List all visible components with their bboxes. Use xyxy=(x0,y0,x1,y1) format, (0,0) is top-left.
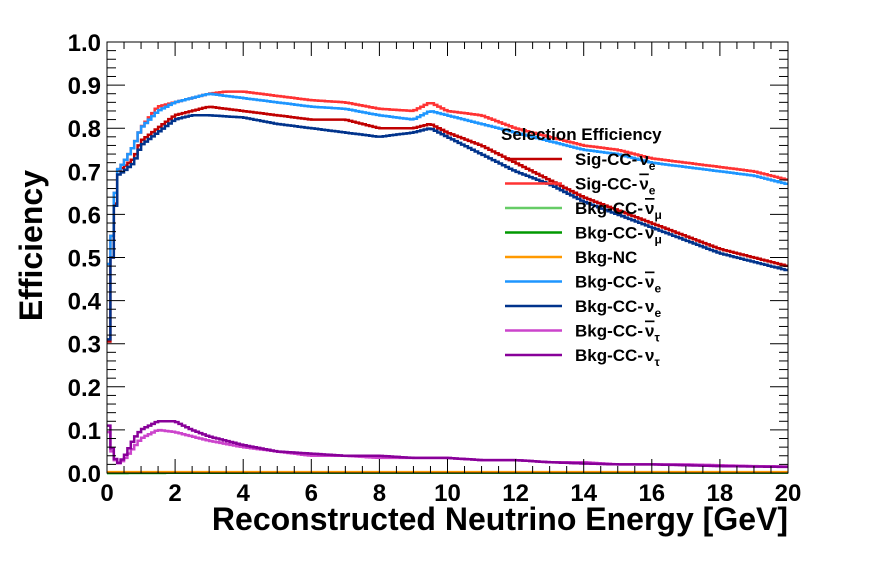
legend-label-2: Bkg-CC-νμ xyxy=(575,199,662,222)
x-tick-label: 8 xyxy=(373,480,386,507)
y-tick-label: 0.5 xyxy=(68,246,101,273)
y-tick-label: 0.4 xyxy=(68,289,102,316)
series-line-6 xyxy=(107,114,788,341)
x-tick-label: 6 xyxy=(305,480,318,507)
y-tick-label: 0.1 xyxy=(68,418,101,445)
x-axis-title: Reconstructed Neutrino Energy [GeV] xyxy=(212,501,788,537)
x-tick-label: 0 xyxy=(100,480,113,507)
x-tick-label: 10 xyxy=(434,480,461,507)
legend-label-0: Sig-CC-νe xyxy=(575,150,656,173)
legend-label-5: Bkg-CC-νe xyxy=(575,273,661,296)
y-tick-label: 0.2 xyxy=(68,375,101,402)
x-tick-label: 12 xyxy=(502,480,529,507)
y-tick-label: 0.7 xyxy=(68,159,101,186)
legend-label-6: Bkg-CC-νe xyxy=(575,297,661,320)
series-line-8 xyxy=(107,420,788,469)
x-tick-label: 2 xyxy=(168,480,181,507)
legend-label-7: Bkg-CC-ντ xyxy=(575,322,660,345)
x-tick-label: 18 xyxy=(707,480,734,507)
legend-label-8: Bkg-CC-ντ xyxy=(575,346,660,369)
y-axis-title: Efficiency xyxy=(13,170,49,321)
series-line-1 xyxy=(107,90,788,266)
legend-label-3: Bkg-CC-νμ xyxy=(575,224,662,247)
axis-ticks xyxy=(106,41,789,474)
x-tick-label: 16 xyxy=(638,480,665,507)
legend: Selection Efficiency Sig-CC-νeSig-CC-νeB… xyxy=(501,125,662,369)
x-tick-label: 14 xyxy=(570,480,597,507)
y-tick-label: 0.9 xyxy=(68,73,101,100)
legend-label-4: Bkg-NC xyxy=(575,248,637,267)
series-line-0 xyxy=(107,105,788,343)
legend-label-1: Sig-CC-νe xyxy=(575,175,656,198)
series-line-5 xyxy=(107,92,788,266)
y-tick-label: 0.6 xyxy=(68,202,101,229)
y-tick-label: 1.0 xyxy=(68,30,101,57)
y-tick-label: 0.3 xyxy=(68,332,101,359)
y-tick-label: 0.8 xyxy=(68,116,101,143)
y-tick-label: 0.0 xyxy=(68,461,101,488)
legend-title: Selection Efficiency xyxy=(501,125,662,144)
x-tick-label: 4 xyxy=(237,480,251,507)
axis-tick-labels: 0 2 4 6 8 10 12 14 16 18 20 0.0 0.1 0.2 0.3 0.4 0.5 0.6 0.… xyxy=(68,30,802,507)
x-tick-label: 20 xyxy=(775,480,802,507)
